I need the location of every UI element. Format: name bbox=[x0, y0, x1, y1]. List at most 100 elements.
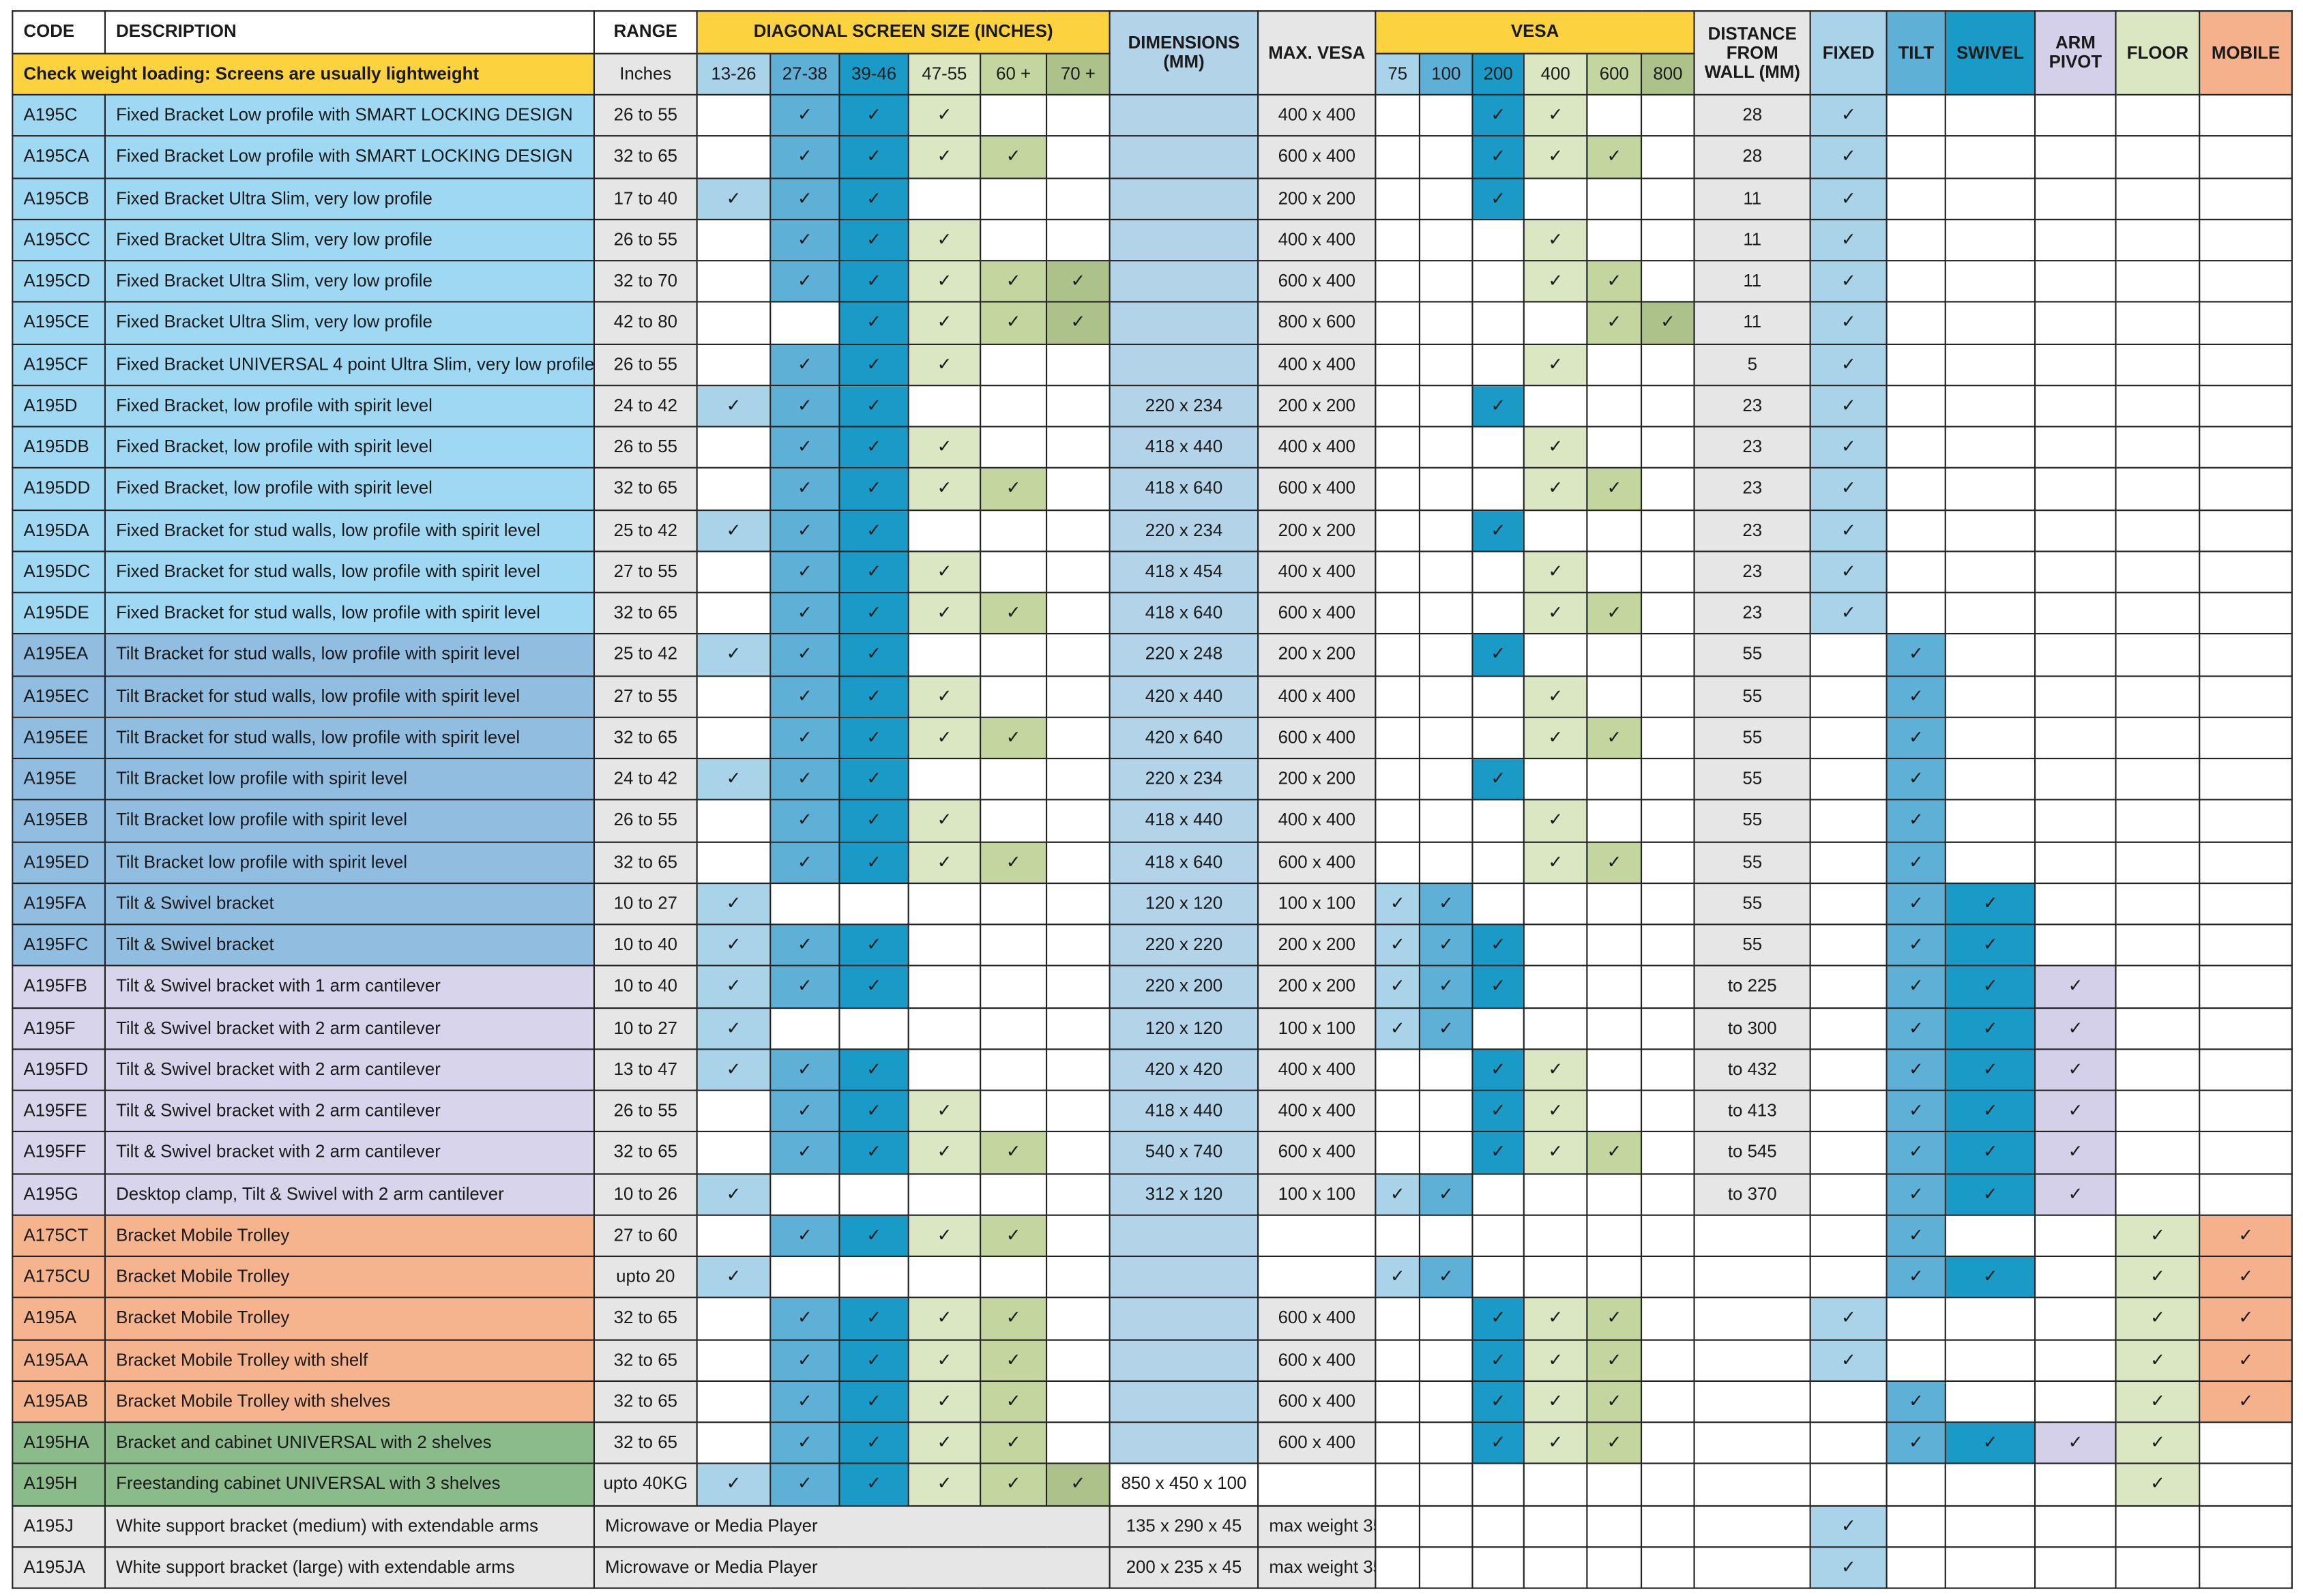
cell bbox=[1471, 1462, 1525, 1506]
cell bbox=[1109, 1255, 1259, 1299]
cell bbox=[1586, 342, 1643, 386]
cell: ✓ bbox=[1886, 633, 1946, 677]
cell bbox=[696, 467, 772, 511]
cell: 400 x 400 bbox=[1257, 675, 1377, 718]
cell: A195J bbox=[12, 1504, 106, 1548]
cell bbox=[1886, 1462, 1946, 1506]
cell: ✓ bbox=[838, 1089, 909, 1133]
cell: ✓ bbox=[1944, 1006, 2036, 1050]
cell: ✓ bbox=[696, 1255, 772, 1299]
cell: A195DB bbox=[12, 426, 106, 469]
cell: ✓ bbox=[1944, 1048, 2036, 1091]
cell: ✓ bbox=[769, 1338, 840, 1382]
cell bbox=[1944, 93, 2036, 137]
cell bbox=[769, 1172, 840, 1216]
cell bbox=[980, 1006, 1048, 1050]
cell bbox=[1809, 965, 1888, 1009]
cell bbox=[1523, 1214, 1588, 1258]
cell: ✓ bbox=[838, 135, 909, 179]
cell: ✓ bbox=[1523, 260, 1588, 304]
cell bbox=[1523, 1546, 1588, 1589]
product-row: A195CA Fixed Bracket Low profile with SMA… bbox=[12, 135, 2293, 179]
header-row: CODE DESCRIPTION RANGE DIAGONAL SCREEN S… bbox=[12, 10, 2293, 95]
cell: Tilt & Swivel bracket with 2 arm cantile… bbox=[104, 1131, 595, 1174]
cell: ✓ bbox=[1944, 1131, 2036, 1174]
header-cell: 600 bbox=[1586, 52, 1643, 95]
cell bbox=[1471, 260, 1525, 304]
cell bbox=[1045, 716, 1111, 760]
cell: ✓ bbox=[1523, 799, 1588, 842]
cell: ✓ bbox=[1586, 301, 1643, 344]
cell bbox=[1693, 1462, 1811, 1506]
cell bbox=[2034, 550, 2117, 593]
cell bbox=[1045, 1214, 1111, 1258]
cell: 55 bbox=[1693, 840, 1811, 884]
cell: 200 x 200 bbox=[1257, 384, 1377, 428]
cell bbox=[1418, 840, 1473, 884]
cell: Desktop clamp, Tilt & Swivel with 2 arm … bbox=[104, 1172, 595, 1216]
cell: 10 to 40 bbox=[593, 923, 698, 967]
cell: ✓ bbox=[1471, 1421, 1525, 1465]
cell bbox=[1641, 757, 1695, 801]
cell bbox=[2199, 675, 2293, 718]
cell: Tilt & Swivel bracket with 2 arm cantile… bbox=[104, 1089, 595, 1133]
cell bbox=[907, 1048, 982, 1091]
cell: ✓ bbox=[1944, 965, 2036, 1009]
cell bbox=[907, 1006, 982, 1050]
cell: ✓ bbox=[769, 716, 840, 760]
header-cell: 39-46 bbox=[838, 52, 909, 95]
cell bbox=[1045, 633, 1111, 677]
cell bbox=[2199, 218, 2293, 262]
cell: Fixed Bracket Ultra Slim, very low profi… bbox=[104, 177, 595, 220]
cell: Fixed Bracket for stud walls, low profil… bbox=[104, 591, 595, 635]
cell: 220 x 220 bbox=[1109, 923, 1259, 967]
cell bbox=[1809, 1462, 1888, 1506]
cell: 600 x 400 bbox=[1257, 1421, 1377, 1465]
cell bbox=[1471, 1255, 1525, 1299]
cell bbox=[1886, 342, 1946, 386]
cell bbox=[1944, 633, 2036, 677]
cell: ✓ bbox=[838, 1421, 909, 1465]
cell bbox=[1641, 384, 1695, 428]
product-row: A195CD Fixed Bracket Ultra Slim, very low… bbox=[12, 260, 2293, 304]
cell bbox=[907, 1172, 982, 1216]
cell: ✓ bbox=[1471, 384, 1525, 428]
cell: ✓ bbox=[980, 135, 1048, 179]
cell: ✓ bbox=[907, 218, 982, 262]
cell bbox=[1045, 965, 1111, 1009]
product-row: A195JA White support bracket (large) with… bbox=[12, 1546, 2293, 1589]
cell: ✓ bbox=[980, 301, 1048, 344]
cell bbox=[2115, 1089, 2201, 1133]
cell bbox=[1944, 177, 2036, 220]
cell bbox=[1375, 716, 1421, 760]
cell: ✓ bbox=[2199, 1255, 2293, 1299]
cell bbox=[1418, 426, 1473, 469]
cell: ✓ bbox=[2115, 1214, 2201, 1258]
cell bbox=[1045, 135, 1111, 179]
cell bbox=[907, 1255, 982, 1299]
cell bbox=[1375, 177, 1421, 220]
cell bbox=[980, 426, 1048, 469]
cell: ✓ bbox=[1809, 467, 1888, 511]
cell: Fixed Bracket for stud walls, low profil… bbox=[104, 550, 595, 593]
cell: A195A bbox=[12, 1297, 106, 1340]
cell bbox=[1523, 1504, 1588, 1548]
cell: Bracket Mobile Trolley bbox=[104, 1255, 595, 1299]
cell: ✓ bbox=[838, 1462, 909, 1506]
cell bbox=[1641, 1504, 1695, 1548]
cell bbox=[1045, 840, 1111, 884]
header-cell: 70 + bbox=[1045, 52, 1111, 95]
cell: 24 to 42 bbox=[593, 384, 698, 428]
cell: ✓ bbox=[838, 301, 909, 344]
cell bbox=[1257, 1462, 1377, 1506]
product-row: A195DE Fixed Bracket for stud walls, low … bbox=[12, 591, 2293, 635]
header-cell: FIXED bbox=[1809, 10, 1888, 95]
cell: 28 bbox=[1693, 135, 1811, 179]
cell: 32 to 65 bbox=[593, 135, 698, 179]
cell: Fixed Bracket Ultra Slim, very low profi… bbox=[104, 301, 595, 344]
cell bbox=[2115, 1546, 2201, 1589]
cell: ✓ bbox=[980, 1131, 1048, 1174]
cell: ✓ bbox=[769, 591, 840, 635]
cell: upto 20 bbox=[593, 1255, 698, 1299]
cell bbox=[696, 799, 772, 842]
